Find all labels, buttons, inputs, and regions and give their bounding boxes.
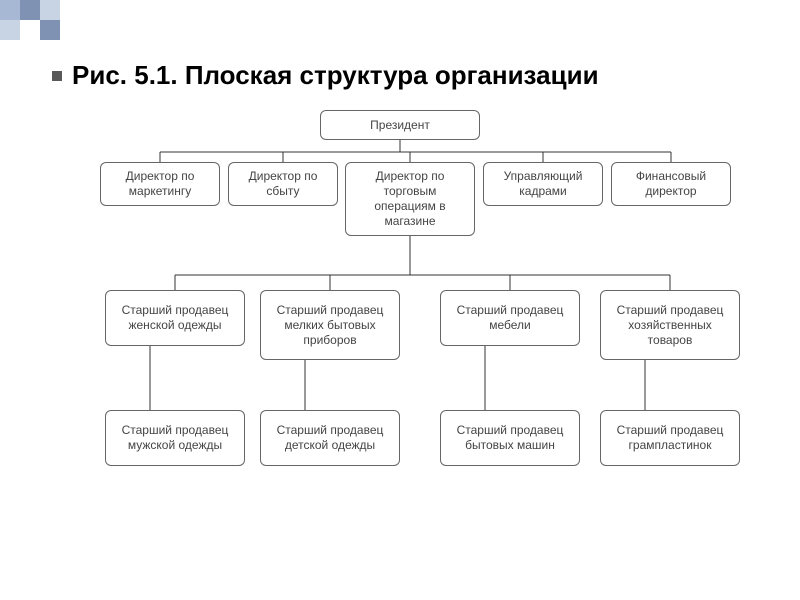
org-node-sp_rec: Старший продавец грампластинок: [600, 410, 740, 466]
org-node-sp_mach: Старший продавец бытовых машин: [440, 410, 580, 466]
deco-square: [0, 0, 20, 20]
deco-square: [0, 20, 20, 40]
org-node-sp_appl: Старший продавец мелких бытовых приборов: [260, 290, 400, 360]
org-node-dir_hr: Управляющий кадрами: [483, 162, 603, 206]
title-row: Рис. 5.1. Плоская структура организации: [52, 60, 599, 91]
deco-square: [20, 0, 40, 20]
deco-square: [40, 20, 60, 40]
org-node-sp_house: Старший продавец хозяйственных товаров: [600, 290, 740, 360]
title-bullet: [52, 71, 62, 81]
org-node-sp_men: Старший продавец мужской одежды: [105, 410, 245, 466]
org-node-dir_ops: Директор по торговым операциям в магазин…: [345, 162, 475, 236]
org-node-dir_mkt: Директор по маркетингу: [100, 162, 220, 206]
org-node-dir_sales: Директор по сбыту: [228, 162, 338, 206]
org-node-president: Президент: [320, 110, 480, 140]
page-title: Рис. 5.1. Плоская структура организации: [72, 60, 599, 91]
org-node-sp_furn: Старший продавец мебели: [440, 290, 580, 346]
org-chart: ПрезидентДиректор по маркетингуДиректор …: [0, 100, 800, 560]
org-node-sp_kids: Старший продавец детской одежды: [260, 410, 400, 466]
deco-square: [40, 0, 60, 20]
org-node-dir_fin: Финансовый директор: [611, 162, 731, 206]
org-node-sp_women: Старший продавец женской одежды: [105, 290, 245, 346]
